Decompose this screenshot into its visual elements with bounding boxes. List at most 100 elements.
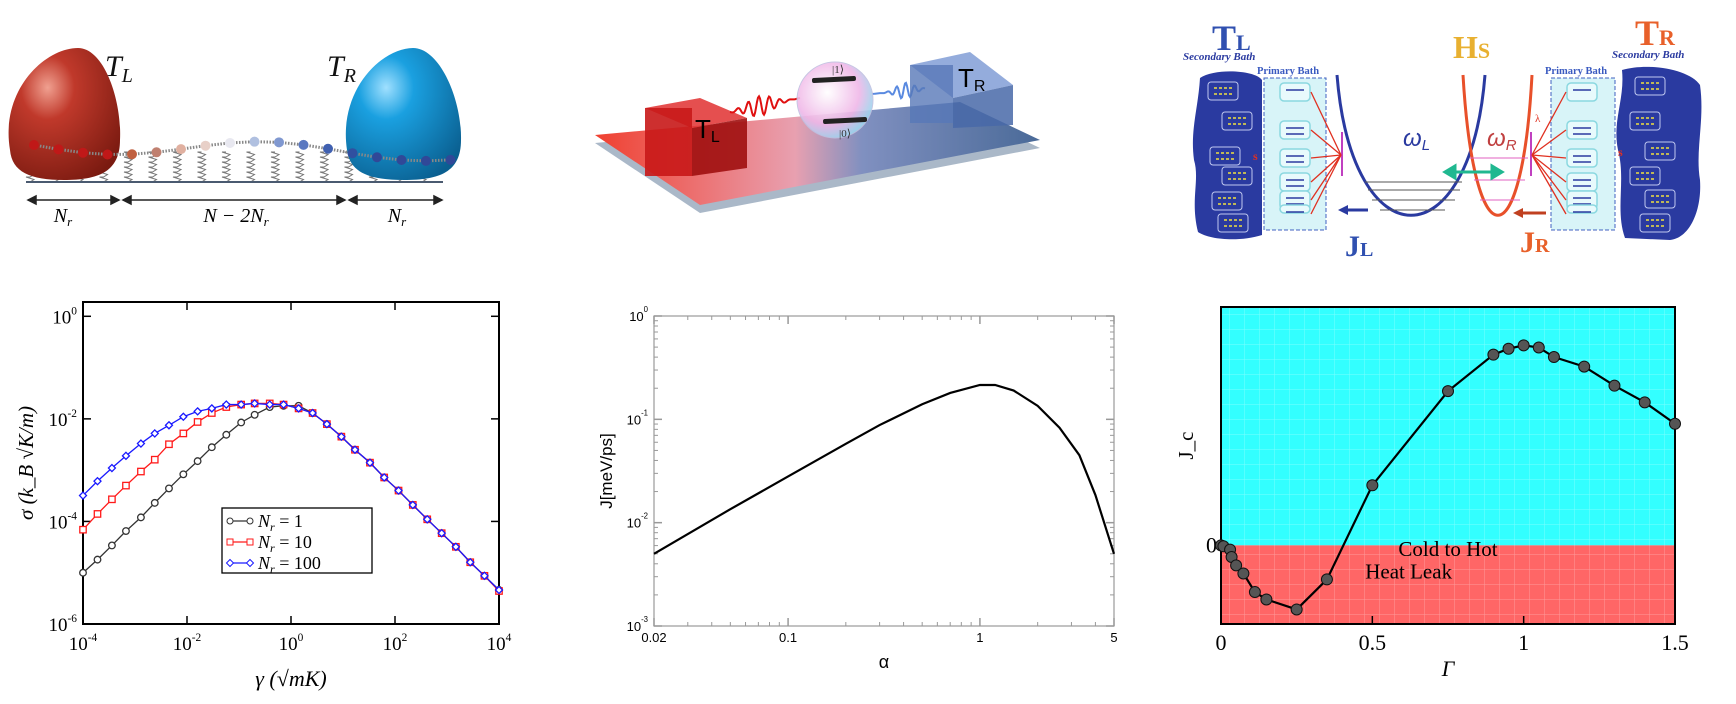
secondary-bath-cell bbox=[1634, 76, 1666, 96]
segment-label-right: Nr bbox=[387, 205, 407, 229]
segment-label-middle: N − 2Nr bbox=[202, 205, 269, 229]
coupling-arrow bbox=[1531, 91, 1567, 156]
coupling-left-label: s bbox=[1253, 149, 1258, 163]
data-point bbox=[150, 429, 160, 438]
primary-bath-right-label: Primary Bath bbox=[1545, 66, 1607, 77]
y-tick-label: 10-6 bbox=[49, 613, 78, 636]
state-1-label: |1⟩ bbox=[832, 64, 844, 76]
secondary-bath-cell bbox=[1629, 166, 1661, 186]
data-point bbox=[1517, 339, 1530, 352]
y-axis-label: J[meV/ps] bbox=[597, 433, 616, 509]
data-point bbox=[1260, 593, 1273, 606]
grid bbox=[1221, 307, 1675, 624]
coupling-arrow bbox=[1531, 154, 1567, 183]
legend-label: Nr = 1 bbox=[257, 511, 303, 534]
legend-subscript: r bbox=[270, 562, 275, 576]
data-point bbox=[294, 403, 304, 413]
qubit-diagram: TL |1⟩ |0⟩ TR bbox=[595, 52, 1040, 213]
system-hamiltonian-label: HS bbox=[1453, 29, 1490, 65]
chain-particle bbox=[127, 149, 137, 160]
secondary-bath-cell bbox=[1639, 213, 1671, 233]
secondary-bath-cell bbox=[1221, 111, 1253, 131]
tick-exponent: -6 bbox=[68, 613, 78, 625]
data-point bbox=[1230, 559, 1243, 572]
annotation-line-2: Heat Leak bbox=[1365, 560, 1452, 584]
data-point bbox=[136, 513, 145, 522]
secondary-bath-left bbox=[1192, 71, 1262, 240]
spring bbox=[246, 151, 256, 183]
secondary-bath-cell bbox=[1644, 141, 1676, 161]
legend-subscript: r bbox=[270, 520, 275, 534]
coupling-arrow bbox=[1310, 154, 1342, 159]
left-potential-well bbox=[1335, 74, 1487, 217]
state-0-label: |0⟩ bbox=[839, 128, 851, 140]
secondary-bath-cell bbox=[1207, 81, 1239, 101]
data-point bbox=[1366, 479, 1379, 492]
tick-base: 10 bbox=[629, 309, 643, 324]
tick-base: 10 bbox=[627, 619, 641, 634]
data-point bbox=[394, 486, 403, 495]
primary-bath-cell bbox=[1566, 204, 1598, 214]
tick-exponent: 0 bbox=[71, 305, 77, 317]
chain-particle bbox=[225, 137, 235, 148]
data-point bbox=[408, 500, 418, 510]
primary-bath-cell bbox=[1566, 82, 1598, 102]
chain-particle bbox=[53, 144, 64, 155]
data-point bbox=[437, 528, 447, 538]
data-point bbox=[108, 495, 116, 504]
tick-exponent: 0 bbox=[298, 632, 304, 644]
tick-base: 10 bbox=[383, 634, 402, 655]
x-axis-label: γ (√mK) bbox=[255, 666, 326, 691]
chain-particle bbox=[372, 152, 382, 163]
data-point bbox=[93, 555, 102, 564]
data-point bbox=[137, 467, 145, 476]
cold-reservoir-blob bbox=[345, 48, 462, 180]
bath-temperature-right: TR bbox=[1635, 13, 1676, 53]
chain-particle bbox=[249, 136, 260, 147]
legend-marker bbox=[226, 517, 234, 525]
data-point bbox=[221, 400, 231, 409]
current-arrows bbox=[1338, 205, 1546, 218]
current-left-label: JL bbox=[1345, 230, 1373, 263]
qubit-temperature-right: TR bbox=[958, 63, 985, 95]
x-tick-label: 104 bbox=[487, 632, 512, 655]
data-point bbox=[150, 498, 159, 507]
tick-exponent: -2 bbox=[68, 408, 78, 420]
hot-photon-wave bbox=[729, 94, 801, 118]
tick-exponent: -4 bbox=[88, 632, 98, 644]
tick-exponent: -2 bbox=[641, 512, 648, 521]
x-tick-label: 1 bbox=[1518, 630, 1529, 655]
data-point bbox=[207, 403, 217, 413]
segment-arrows bbox=[26, 194, 444, 206]
tick-base: 10 bbox=[487, 634, 506, 655]
data-point bbox=[494, 585, 504, 595]
data-point bbox=[193, 457, 202, 466]
x-tick-label: 1 bbox=[976, 630, 983, 645]
x-tick-label: 102 bbox=[383, 632, 408, 655]
data-point bbox=[122, 527, 130, 535]
tick-base: 10 bbox=[52, 307, 71, 328]
tick-exponent: 0 bbox=[644, 305, 649, 314]
y-tick-label: 10-2 bbox=[49, 408, 78, 431]
data-point bbox=[250, 410, 259, 419]
bath-temperature-left: TL bbox=[1212, 18, 1251, 58]
hot-reservoir-blob bbox=[8, 48, 121, 180]
data-point bbox=[178, 412, 188, 422]
chain-particle bbox=[151, 147, 162, 158]
chain-particle bbox=[323, 143, 333, 154]
legend-label: Nr = 100 bbox=[257, 553, 321, 576]
tick-base: 10 bbox=[627, 412, 641, 427]
x-tick-label: 0 bbox=[1216, 630, 1227, 655]
bath-oscillator-cells bbox=[1207, 76, 1676, 233]
legend-value: = 1 bbox=[275, 511, 303, 531]
x-tick-label: 100 bbox=[279, 632, 304, 655]
spring bbox=[148, 151, 158, 183]
data-point bbox=[1532, 341, 1545, 354]
x-tick-label: 0.5 bbox=[1359, 630, 1387, 655]
spring bbox=[197, 151, 207, 183]
x-tick-label: 1.5 bbox=[1661, 630, 1689, 655]
data-point bbox=[136, 439, 146, 448]
coupling-arrow bbox=[1531, 129, 1567, 156]
